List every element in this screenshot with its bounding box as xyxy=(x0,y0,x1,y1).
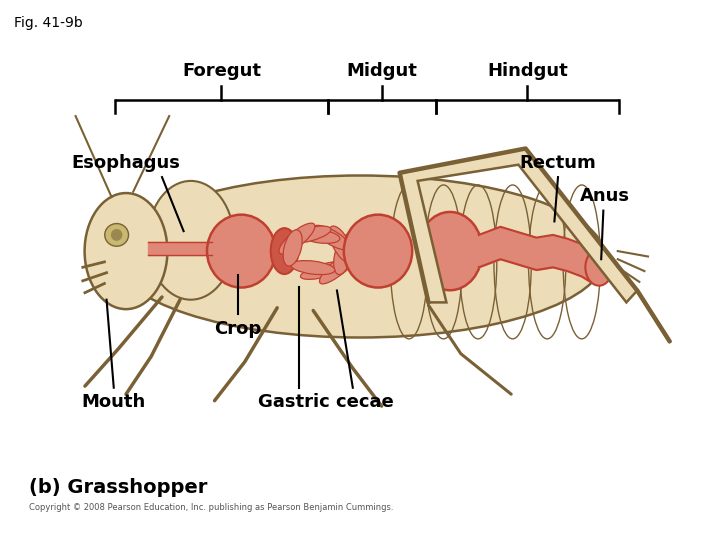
Ellipse shape xyxy=(329,226,354,263)
Text: Mouth: Mouth xyxy=(81,393,146,411)
Ellipse shape xyxy=(85,193,167,309)
Ellipse shape xyxy=(585,249,613,286)
Text: Midgut: Midgut xyxy=(346,62,417,80)
Text: Fig. 41-9b: Fig. 41-9b xyxy=(14,16,83,30)
Ellipse shape xyxy=(271,228,298,274)
Text: Foregut: Foregut xyxy=(182,62,261,80)
Ellipse shape xyxy=(300,261,351,279)
Ellipse shape xyxy=(344,214,412,287)
Ellipse shape xyxy=(287,226,331,243)
Text: Gastric cecae: Gastric cecae xyxy=(258,393,393,411)
Text: Crop: Crop xyxy=(214,320,261,338)
Text: Copyright © 2008 Pearson Education, Inc. publishing as Pearson Benjamin Cummings: Copyright © 2008 Pearson Education, Inc.… xyxy=(29,503,393,512)
Text: Rectum: Rectum xyxy=(520,154,596,172)
Polygon shape xyxy=(400,148,637,302)
Ellipse shape xyxy=(313,225,351,250)
Ellipse shape xyxy=(418,212,482,290)
Ellipse shape xyxy=(111,229,122,241)
Text: (b) Grasshopper: (b) Grasshopper xyxy=(29,478,207,497)
Ellipse shape xyxy=(105,224,129,246)
Ellipse shape xyxy=(301,230,340,244)
Text: Esophagus: Esophagus xyxy=(71,154,181,172)
Ellipse shape xyxy=(320,248,361,284)
Ellipse shape xyxy=(115,176,605,338)
Ellipse shape xyxy=(279,223,315,254)
Ellipse shape xyxy=(283,230,302,266)
Ellipse shape xyxy=(291,261,335,275)
Ellipse shape xyxy=(333,235,353,275)
Text: Hindgut: Hindgut xyxy=(487,62,568,80)
Text: Anus: Anus xyxy=(580,187,630,205)
Ellipse shape xyxy=(207,214,276,287)
Ellipse shape xyxy=(148,181,234,300)
